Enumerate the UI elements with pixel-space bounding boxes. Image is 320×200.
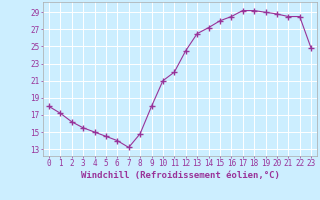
X-axis label: Windchill (Refroidissement éolien,°C): Windchill (Refroidissement éolien,°C) — [81, 171, 279, 180]
